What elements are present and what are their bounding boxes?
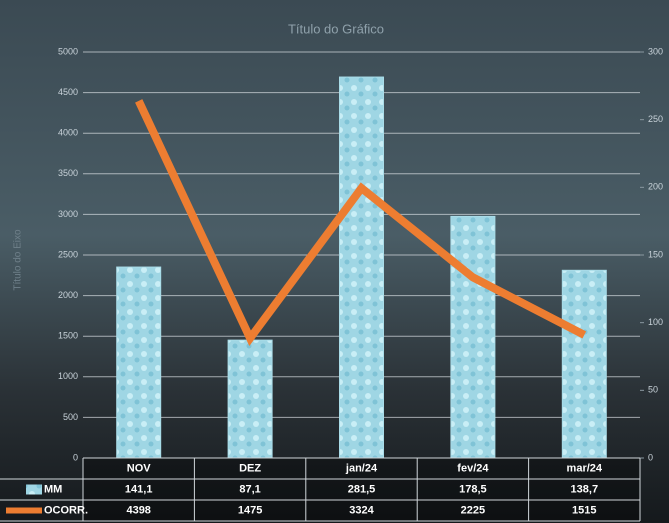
legend-swatch [26,484,42,495]
data-label: 281,5 [348,483,376,495]
y2-tick-label: 50 [648,385,658,395]
y-tick-label: 4500 [58,87,78,97]
legend-label: OCORR. [44,504,88,516]
data-table [83,458,640,521]
data-label: 138,7 [571,483,599,495]
bar [116,266,162,459]
line [135,99,587,346]
data-label: 1515 [572,504,596,516]
bar [561,269,607,459]
x-tick-label: NOV [127,462,152,474]
bar [339,76,384,459]
data-label: 141,1 [125,483,153,495]
y-tick-label: 1500 [58,331,78,341]
y-tick-label: 500 [63,412,78,422]
bar [227,339,273,459]
y-tick-label: 2500 [58,249,78,259]
y2-tick-label: 300 [648,46,663,56]
y-tick-label: 3000 [58,209,78,219]
y-tick-label: 4000 [58,128,78,138]
x-tick-label: mar/24 [567,462,603,474]
y-tick-label: 3500 [58,168,78,178]
y-tick-label: 0 [73,452,78,462]
y2-tick-label: 100 [648,317,663,327]
data-label: 178,5 [459,483,487,495]
y-tick-label: 1000 [58,371,78,381]
data-label: 4398 [126,504,150,516]
x-tick-label: jan/24 [345,462,378,474]
legend-label: MM [44,483,62,495]
bar [450,215,496,459]
y2-tick-label: 150 [648,249,663,259]
y2-tick-label: 200 [648,182,663,192]
chart-title: Título do Gráfico [288,21,384,36]
data-label: 87,1 [239,483,260,495]
y-axis-title: Título do Eixo [13,229,24,291]
x-tick-label: DEZ [239,462,261,474]
y2-tick-label: 0 [648,452,653,462]
y-tick-label: 2000 [58,290,78,300]
x-tick-label: fev/24 [457,462,489,474]
data-label: 1475 [238,504,262,516]
data-label: 2225 [461,504,485,516]
y2-tick-label: 250 [648,114,663,124]
data-label: 3324 [349,504,374,516]
y-tick-label: 5000 [58,46,78,56]
